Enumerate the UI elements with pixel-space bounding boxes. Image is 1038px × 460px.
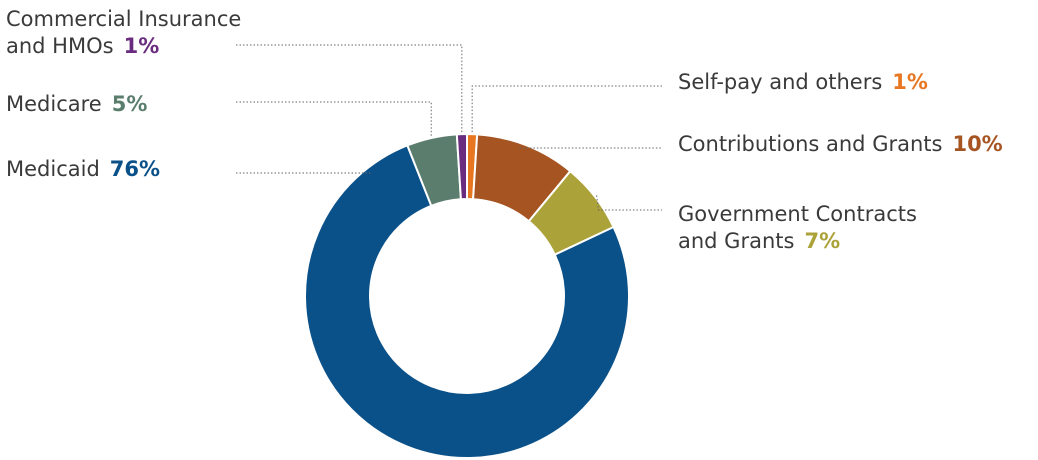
label-line: Medicare: [6, 92, 102, 116]
label-line: Contributions and Grants: [678, 132, 943, 156]
leader-line-commercial: [236, 44, 463, 133]
label-line: and Grants: [678, 229, 795, 253]
leader-line-medicare: [236, 101, 432, 136]
label-line: Government Contracts: [678, 202, 917, 226]
leader-line-self-pay: [471, 85, 662, 133]
label-line: Medicaid: [6, 157, 100, 181]
value-label: 1%: [123, 34, 160, 58]
label-medicare: Medicare 5%: [6, 91, 147, 118]
label-self-pay: Self-pay and others 1%: [678, 69, 928, 96]
slice-commercial-insurance-and-hmos: [455, 132, 468, 201]
label-government-contracts: Government Contracts and Grants 7%: [678, 201, 917, 255]
label-line: Self-pay and others: [678, 70, 883, 94]
leader-line-government: [596, 195, 662, 211]
slice-medicaid: [304, 144, 630, 459]
value-label: 76%: [109, 157, 161, 181]
value-label: 10%: [952, 132, 1003, 156]
label-medicaid: Medicaid 76%: [6, 156, 160, 183]
label-contributions: Contributions and Grants 10%: [678, 131, 1003, 158]
value-label: 1%: [892, 70, 928, 94]
label-line: Commercial Insurance: [6, 7, 242, 31]
label-commercial-insurance: Commercial Insurance and HMOs 1%: [6, 6, 241, 60]
value-label: 5%: [111, 92, 148, 116]
label-line: and HMOs: [6, 34, 114, 58]
value-label: 7%: [804, 229, 841, 253]
